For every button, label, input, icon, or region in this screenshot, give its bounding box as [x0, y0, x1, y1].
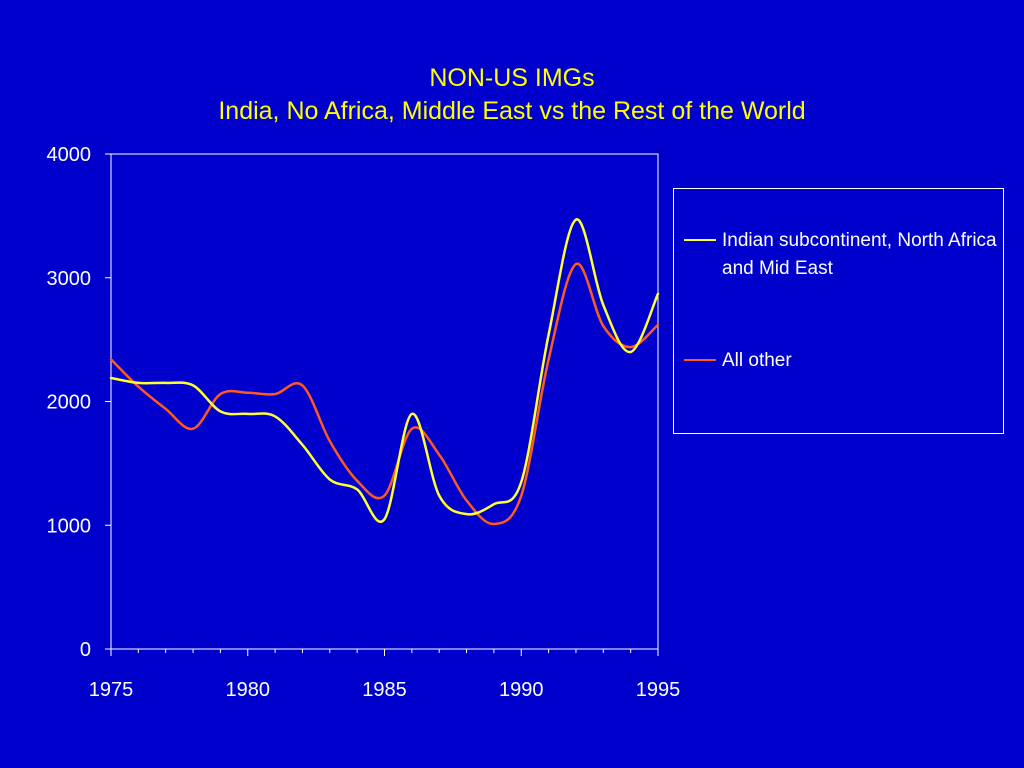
legend-swatch-indian: [684, 239, 716, 241]
y-tick-label: 4000: [47, 144, 92, 166]
x-tick-label: 1975: [89, 679, 134, 701]
y-tick-label: 3000: [47, 268, 92, 290]
legend-swatch-other: [684, 359, 716, 361]
legend-label-other: All other: [722, 350, 792, 371]
series-line-other: [109, 262, 660, 526]
legend: Indian subcontinent, North Africa and Mi…: [673, 188, 1004, 434]
y-tick-label: 2000: [47, 392, 92, 414]
legend-label-indian: Indian subcontinent, North Africa and Mi…: [722, 230, 997, 279]
x-tick-label: 1995: [636, 679, 681, 701]
chart-subtitle: India, No Africa, Middle East vs the Res…: [218, 97, 806, 125]
y-tick-label: 1000: [47, 515, 92, 537]
x-tick-label: 1980: [226, 679, 271, 701]
x-tick-label: 1990: [499, 679, 544, 701]
x-tick-label: 1985: [362, 679, 407, 701]
series-line-indian: [109, 218, 660, 523]
chart-title: NON-US IMGs: [429, 64, 595, 92]
y-tick-label: 0: [80, 639, 91, 661]
plot-area: [110, 153, 659, 650]
